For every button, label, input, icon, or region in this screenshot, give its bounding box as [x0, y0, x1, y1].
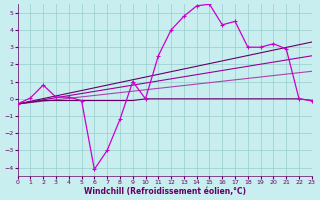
X-axis label: Windchill (Refroidissement éolien,°C): Windchill (Refroidissement éolien,°C): [84, 187, 246, 196]
